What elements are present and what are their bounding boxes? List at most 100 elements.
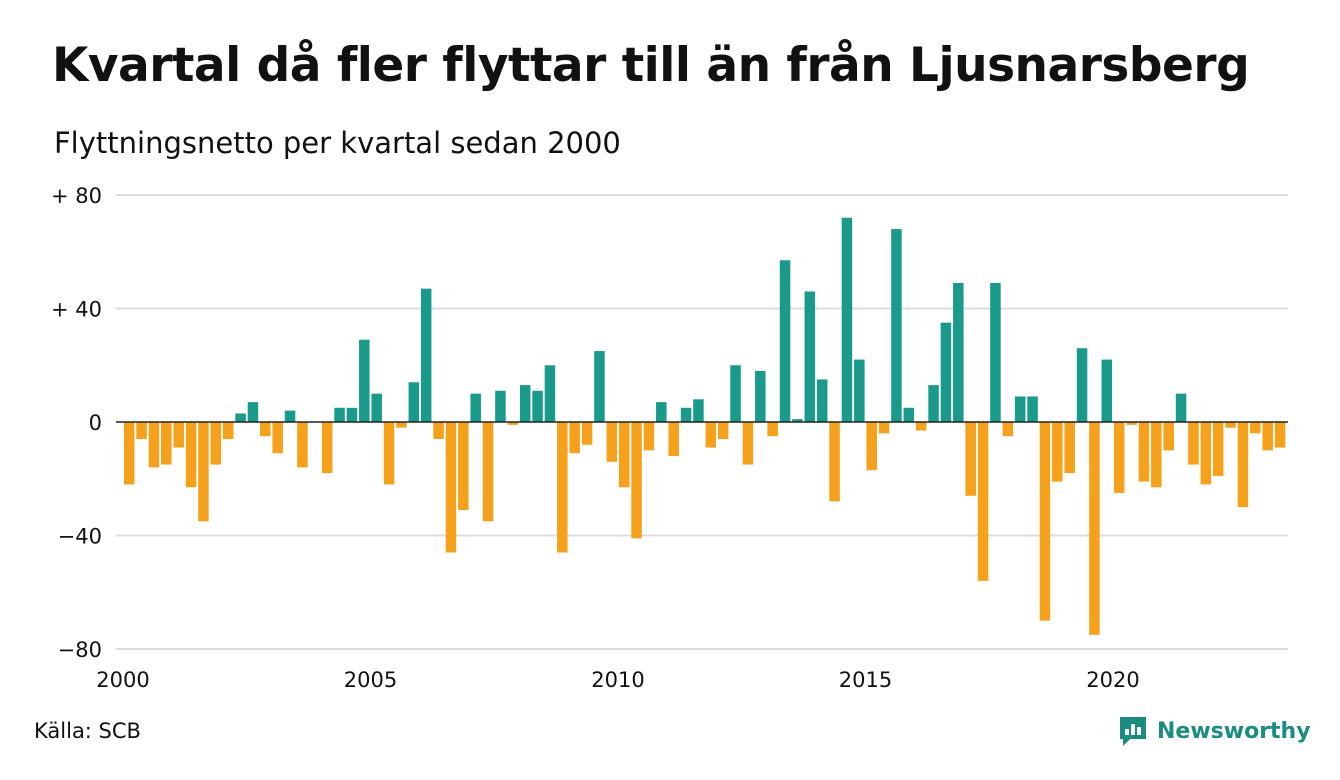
bar — [396, 422, 407, 428]
x-tick-label: 2010 — [591, 668, 644, 692]
bar — [581, 422, 593, 445]
bar — [829, 422, 840, 502]
chart-title: Kvartal då fler flyttar till än från Lju… — [52, 38, 1250, 93]
bar — [1039, 422, 1051, 621]
bar — [1175, 393, 1187, 423]
bar — [1089, 422, 1100, 635]
bar — [1076, 348, 1088, 422]
bar — [185, 422, 197, 488]
bar — [606, 422, 618, 462]
bar — [136, 422, 147, 440]
bar — [433, 422, 444, 440]
bar — [247, 402, 259, 422]
bar — [1014, 396, 1026, 422]
bar — [705, 422, 717, 448]
bar — [1052, 422, 1063, 482]
bar — [420, 288, 432, 422]
bar — [210, 422, 222, 465]
bar — [804, 291, 816, 422]
x-tick-label: 2020 — [1086, 668, 1139, 692]
bar — [260, 422, 271, 437]
bar — [940, 322, 952, 422]
bar — [458, 422, 469, 510]
bar — [1138, 422, 1150, 482]
bar — [161, 422, 172, 465]
bar — [532, 390, 543, 422]
source-note: Källa: SCB — [34, 719, 141, 743]
y-tick-label: + 80 — [51, 184, 102, 208]
bar — [1027, 396, 1038, 422]
bar — [1262, 422, 1273, 451]
bar — [371, 393, 382, 423]
bar — [977, 422, 989, 581]
bar — [965, 422, 976, 496]
bar — [928, 385, 939, 422]
bar — [680, 407, 692, 422]
y-tick-label: −80 — [58, 638, 102, 662]
bar — [1163, 422, 1174, 451]
bar — [1126, 422, 1137, 425]
bar — [953, 282, 964, 422]
bar — [816, 379, 828, 422]
bar — [297, 422, 308, 468]
bar — [470, 393, 481, 423]
bar — [668, 422, 679, 457]
bar — [569, 422, 580, 454]
bar — [656, 402, 667, 422]
chart-subtitle: Flyttningsnetto per kvartal sedan 2000 — [54, 126, 621, 160]
x-tick-label: 2005 — [344, 668, 397, 692]
brand-name: Newsworthy — [1157, 718, 1311, 744]
bar — [235, 413, 246, 422]
bar — [544, 365, 556, 422]
bar — [198, 422, 209, 522]
bar — [841, 217, 853, 422]
bar — [272, 422, 283, 454]
bar — [346, 407, 358, 422]
bar — [334, 407, 345, 422]
bar — [123, 422, 135, 485]
bar — [1151, 422, 1162, 488]
x-tick-label: 2000 — [96, 668, 149, 692]
bar — [383, 422, 395, 485]
bar — [284, 410, 296, 422]
bar — [445, 422, 457, 553]
bar — [618, 422, 630, 488]
bar — [1188, 422, 1199, 465]
bar — [891, 229, 902, 422]
bar — [321, 422, 333, 474]
bar — [173, 422, 184, 448]
bar — [990, 282, 1001, 422]
bar — [915, 422, 927, 431]
bar — [903, 407, 915, 422]
bar — [148, 422, 160, 468]
bar — [631, 422, 642, 539]
bar — [1002, 422, 1014, 437]
bar — [717, 422, 729, 440]
y-tick-label: + 40 — [51, 298, 102, 322]
bar — [557, 422, 568, 553]
bar — [408, 382, 420, 422]
bar — [693, 399, 704, 422]
bar — [767, 422, 778, 437]
bar — [1064, 422, 1075, 474]
brand-logo: Newsworthy — [1118, 714, 1311, 748]
bar — [779, 260, 791, 422]
bar — [1225, 422, 1236, 428]
bar — [643, 422, 655, 451]
bar — [878, 422, 890, 434]
bar — [742, 422, 754, 465]
bar — [1101, 359, 1113, 422]
bar — [594, 351, 605, 422]
bar — [1212, 422, 1224, 476]
bar — [1113, 422, 1125, 493]
bar — [507, 422, 519, 425]
y-tick-label: 0 — [89, 411, 102, 435]
bar — [495, 390, 506, 422]
bar — [730, 365, 741, 422]
bar — [755, 370, 766, 422]
x-tick-label: 2015 — [839, 668, 892, 692]
bar — [519, 385, 531, 422]
bar — [1274, 422, 1286, 448]
bar — [854, 359, 865, 422]
